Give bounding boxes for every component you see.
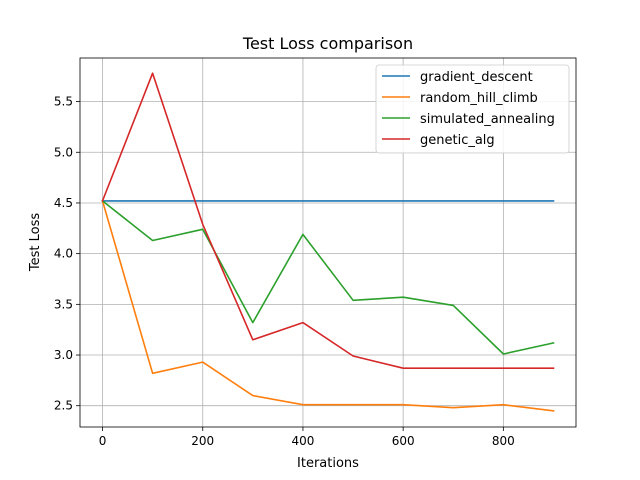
legend-box [375, 64, 570, 154]
y-tick-label: 4.5 [54, 196, 73, 210]
legend-label-simulated-annealing: simulated_annealing [420, 112, 555, 127]
y-axis-ticks: 2.5 3.0 3.5 4.0 4.5 5.0 5.5 [54, 95, 80, 413]
series-line-simulated-annealing [101, 199, 555, 355]
series-lines [101, 72, 555, 412]
x-tick-label: 400 [291, 434, 314, 448]
legend-label-genetic-alg: genetic_alg [420, 133, 495, 148]
x-tick-label: 600 [392, 434, 415, 448]
x-axis-label: Iterations [297, 456, 359, 471]
series-line-genetic-alg [101, 72, 555, 370]
legend-label-gradient-descent: gradient_descent [420, 70, 533, 85]
x-tick-label: 800 [492, 434, 515, 448]
y-tick-label: 4.0 [54, 247, 73, 261]
legend: gradient_descent random_hill_climbsimulat… [375, 64, 570, 154]
y-tick-label: 2.5 [54, 399, 73, 413]
x-axis-ticks: 0 200 400 600 800 [99, 427, 515, 448]
y-tick-label: 5.0 [54, 145, 73, 159]
y-tick-label: 5.5 [54, 95, 73, 109]
chart-title: Test Loss comparison [242, 34, 413, 53]
plot-frame [79, 57, 577, 428]
y-tick-label: 3.0 [54, 348, 73, 362]
legend-label-random-hill-climb: random_hill_climb [420, 91, 538, 106]
x-tick-label: 0 [99, 434, 107, 448]
series-line-random-hill-climb [101, 199, 555, 412]
y-axis-label: Test Loss [28, 213, 43, 272]
x-tick-label: 200 [191, 434, 214, 448]
y-tick-label: 3.5 [54, 297, 73, 311]
